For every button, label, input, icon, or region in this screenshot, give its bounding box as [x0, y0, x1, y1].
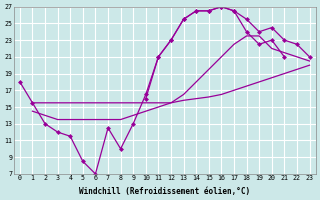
X-axis label: Windchill (Refroidissement éolien,°C): Windchill (Refroidissement éolien,°C): [79, 187, 250, 196]
